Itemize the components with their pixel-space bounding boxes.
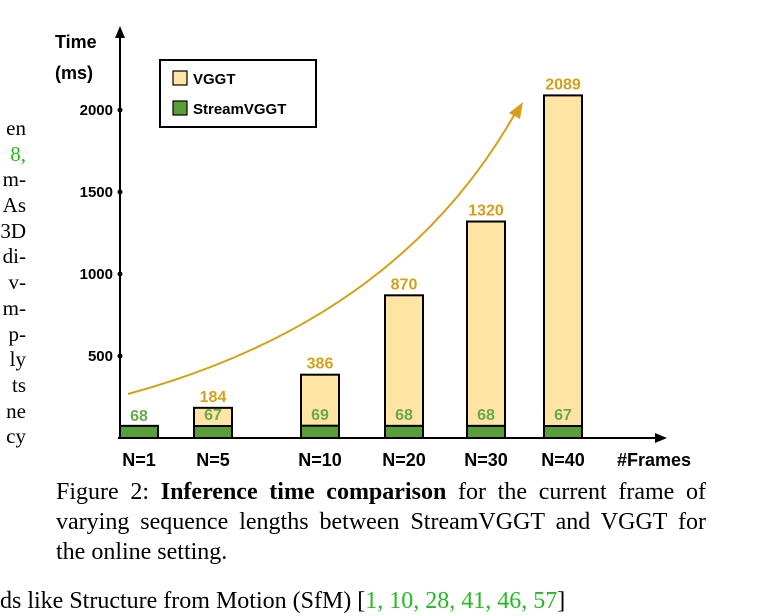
bar-streamvggt (384, 424, 424, 439)
left-fragment: ts (11, 372, 26, 397)
left-fragment: 8, (10, 141, 26, 166)
body-text-suffix: ] (557, 588, 566, 614)
data-label-vggt: 2089 (545, 76, 581, 93)
y-tick-label: 2000 (80, 102, 113, 119)
left-fragment: As (2, 193, 26, 218)
data-label-streamvggt: 67 (204, 407, 222, 424)
data-label-streamvggt: 68 (130, 408, 148, 425)
y-tick-label: 1000 (80, 266, 113, 283)
left-fragment: m- (2, 295, 26, 320)
y-tick-mark (117, 353, 123, 359)
legend-swatch-vggt (172, 70, 188, 86)
trend-arrowhead (509, 102, 523, 119)
legend-label-streamvggt: StreamVGGT (193, 101, 286, 118)
bar-streamvggt (466, 424, 506, 439)
x-tick-label: N=10 (298, 450, 342, 470)
bar-streamvggt (543, 425, 583, 439)
left-fragment: cy (6, 424, 26, 449)
left-fragment: m- (2, 167, 26, 192)
data-label-vggt: 1320 (468, 203, 504, 220)
bar-streamvggt (300, 424, 340, 439)
legend-swatch-streamvggt (172, 100, 188, 116)
left-fragment: ne (6, 398, 26, 423)
x-tick-label: N=1 (122, 450, 156, 470)
x-axis-arrowhead (655, 433, 667, 443)
bar-vggt (543, 94, 583, 440)
y-axis-label-line2: (ms) (55, 63, 93, 83)
bar-streamvggt (119, 424, 159, 439)
x-tick-label: N=20 (382, 450, 426, 470)
left-fragment: di- (2, 244, 26, 269)
citation-links[interactable]: 1, 10, 28, 41, 46, 57 (365, 588, 558, 614)
y-tick-label: 1500 (80, 184, 113, 201)
data-label-vggt: 184 (200, 389, 227, 406)
left-fragment: p- (8, 321, 27, 346)
body-text-line: ds like Structure from Motion (SfM) [1, … (0, 586, 763, 616)
data-label-vggt: 870 (391, 276, 418, 293)
body-text-prefix: ds like Structure from Motion (SfM) [ (0, 588, 366, 614)
left-column-text-fragments: en 8, m- As 3D di- v- m- p- ly ts ne cy (0, 116, 26, 450)
y-tick-mark (117, 189, 123, 195)
left-fragment: 3D (0, 218, 26, 243)
inference-time-chart: Time (ms) #Frames 500 1000 1500 2000 68 N=1 1… (55, 26, 691, 470)
x-tick-label: N=40 (541, 450, 585, 470)
left-fragment: v- (8, 270, 27, 295)
data-label-streamvggt: 67 (554, 407, 572, 424)
data-label-streamvggt: 68 (477, 407, 495, 424)
data-label-streamvggt: 69 (311, 407, 329, 424)
left-fragment: ly (9, 347, 26, 372)
x-tick-label: N=5 (196, 450, 230, 470)
y-tick-label: 500 (88, 348, 113, 365)
data-label-streamvggt: 68 (395, 407, 413, 424)
x-axis-label: #Frames (617, 450, 691, 470)
y-tick-mark (117, 271, 123, 277)
left-fragment: en (6, 116, 26, 140)
bar-vggt (466, 220, 506, 439)
caption-title: Inference time comparison (160, 479, 447, 505)
y-axis-arrowhead (115, 26, 125, 38)
trend-arrow-line (127, 109, 518, 395)
legend: VGGT StreamVGGT (159, 59, 317, 128)
bar-vggt (384, 294, 424, 439)
y-tick-mark (117, 107, 123, 113)
caption-label: Figure 2: (56, 479, 150, 505)
legend-label-vggt: VGGT (193, 71, 236, 88)
figure-caption: Figure 2: Inference time comparison for … (56, 477, 706, 567)
y-axis-label-line1: Time (55, 32, 97, 52)
bar-streamvggt (193, 425, 233, 439)
caption-body: for the current frame of varying sequenc… (56, 479, 706, 565)
x-tick-label: N=30 (464, 450, 508, 470)
data-label-vggt: 386 (307, 356, 334, 373)
